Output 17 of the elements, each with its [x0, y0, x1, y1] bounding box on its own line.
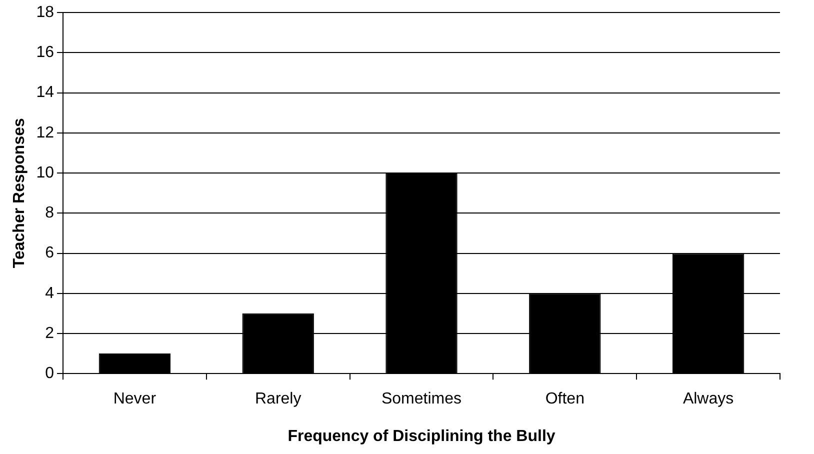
y-tick-label: 16: [36, 44, 54, 62]
x-tick-label: Never: [113, 390, 157, 408]
x-tick-label: Rarely: [254, 390, 302, 408]
x-tick-label: Often: [545, 390, 584, 408]
y-tick-label: 2: [45, 324, 54, 342]
y-tick-label: 12: [36, 124, 54, 142]
y-tick-label: 8: [45, 204, 54, 222]
y-tick-label: 6: [45, 244, 54, 262]
y-tick-label: 18: [36, 4, 54, 22]
y-tick-label: 4: [45, 284, 54, 302]
y-tick-label: 14: [36, 84, 54, 102]
y-axis-title: Teacher Responses: [11, 118, 28, 268]
y-tick-label: 0: [45, 365, 54, 382]
y-tick-label: 10: [36, 164, 54, 182]
x-tick-label: Always: [682, 390, 734, 408]
x-tick-label: Sometimes: [381, 390, 462, 408]
x-axis-title: Frequency of Disciplining the Bully: [288, 428, 556, 445]
